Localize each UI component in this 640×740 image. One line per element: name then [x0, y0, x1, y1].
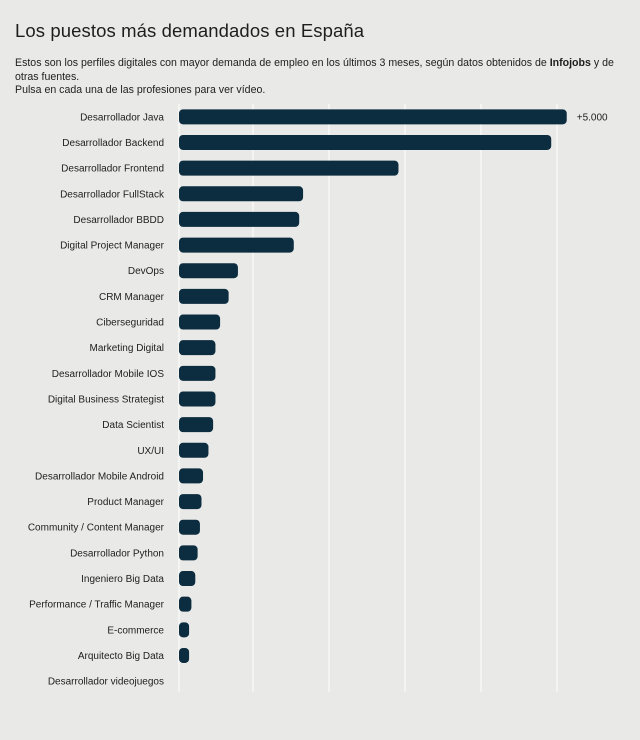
category-label[interactable]: Desarrollador videojuegos: [48, 677, 164, 688]
category-label[interactable]: E-commerce: [107, 625, 164, 636]
subtitle-brand: Infojobs: [549, 57, 591, 69]
category-label[interactable]: Desarrollador Backend: [62, 138, 164, 149]
chart-title: Los puestos más demandados en España: [15, 20, 365, 41]
subtitle-text: Estos son los perfiles digitales con may…: [15, 57, 550, 69]
chart-subtitle: Estos son los perfiles digitales con may…: [15, 57, 630, 98]
bar[interactable]: [179, 288, 229, 304]
category-label[interactable]: DevOps: [128, 266, 164, 277]
bar-row[interactable]: Desarrollador Mobile Android: [35, 468, 204, 484]
bar-row[interactable]: Ingeniero Big Data: [81, 571, 196, 587]
category-label[interactable]: CRM Manager: [99, 292, 165, 303]
bar-row[interactable]: Digital Business Strategist: [48, 391, 216, 407]
bar-row[interactable]: DevOps: [128, 263, 238, 279]
category-label[interactable]: Digital Project Manager: [60, 241, 165, 252]
bar[interactable]: [179, 340, 216, 356]
category-label[interactable]: Desarrollador FullStack: [60, 189, 165, 200]
bar[interactable]: [179, 314, 221, 330]
bar-row[interactable]: Desarrollador Frontend: [61, 160, 399, 176]
bar-row[interactable]: Desarrollador BBDD: [73, 211, 300, 227]
bar-row[interactable]: Desarrollador FullStack: [60, 186, 304, 202]
bar[interactable]: [179, 160, 399, 176]
bar-row[interactable]: Performance / Traffic Manager: [29, 596, 192, 612]
bar[interactable]: [179, 571, 196, 587]
bar-row[interactable]: Desarrollador Java +5.000: [80, 109, 608, 125]
data-label: +5.000: [577, 112, 608, 123]
bar[interactable]: [179, 211, 300, 227]
bar-row[interactable]: Ciberseguridad: [96, 314, 221, 330]
category-label[interactable]: Arquitecto Big Data: [78, 651, 165, 662]
bar[interactable]: [179, 494, 202, 510]
bar-row[interactable]: Desarrollador videojuegos: [48, 677, 164, 688]
category-label[interactable]: Product Manager: [87, 497, 164, 508]
bar-row[interactable]: CRM Manager: [99, 288, 229, 304]
bar[interactable]: [179, 622, 190, 638]
bar[interactable]: [179, 468, 204, 484]
bar[interactable]: [179, 391, 216, 407]
category-label[interactable]: Digital Business Strategist: [48, 394, 164, 405]
bar[interactable]: [179, 263, 238, 279]
category-label[interactable]: Community / Content Manager: [28, 523, 165, 534]
category-label[interactable]: Desarrollador Frontend: [61, 164, 164, 175]
category-label[interactable]: Marketing Digital: [90, 343, 164, 354]
bar-row[interactable]: Desarrollador Python: [70, 545, 198, 561]
bar-row[interactable]: Data Scientist: [102, 417, 214, 433]
category-label[interactable]: UX/UI: [137, 446, 164, 457]
category-label[interactable]: Ciberseguridad: [96, 318, 164, 329]
category-label[interactable]: Desarrollador Python: [70, 548, 164, 559]
category-label[interactable]: Desarrollador Java: [80, 112, 164, 123]
category-label[interactable]: Desarrollador Mobile Android: [35, 471, 164, 482]
category-label[interactable]: Desarrollador Mobile IOS: [52, 369, 165, 380]
bar-row[interactable]: Desarrollador Backend: [62, 134, 552, 150]
bar-row[interactable]: Marketing Digital: [90, 340, 216, 356]
bar[interactable]: [179, 237, 294, 253]
category-label[interactable]: Performance / Traffic Manager: [29, 600, 165, 611]
bar[interactable]: [179, 186, 304, 202]
bar[interactable]: [179, 519, 200, 535]
subtitle-instruction: Pulsa en cada una de las profesiones par…: [15, 84, 266, 96]
bar[interactable]: [179, 545, 198, 561]
bar[interactable]: [179, 134, 552, 150]
bar[interactable]: [179, 365, 216, 381]
bar[interactable]: [179, 109, 567, 125]
bar[interactable]: [179, 596, 192, 612]
bar-row[interactable]: UX/UI: [137, 442, 209, 458]
subtitle-text-end: y de otras fuentes.: [15, 57, 614, 83]
category-label[interactable]: Desarrollador BBDD: [73, 215, 164, 226]
bar[interactable]: [179, 442, 209, 458]
bar-row[interactable]: Arquitecto Big Data: [78, 647, 190, 663]
bar-row[interactable]: Product Manager: [87, 494, 202, 510]
category-label[interactable]: Data Scientist: [102, 420, 164, 431]
bar-row[interactable]: Digital Project Manager: [60, 237, 294, 253]
bar-row[interactable]: Desarrollador Mobile IOS: [52, 365, 216, 381]
bar-row[interactable]: Community / Content Manager: [28, 519, 200, 535]
bar[interactable]: [179, 417, 214, 433]
category-label[interactable]: Ingeniero Big Data: [81, 574, 164, 585]
bar[interactable]: [179, 647, 190, 663]
bar-row[interactable]: E-commerce: [107, 622, 190, 638]
